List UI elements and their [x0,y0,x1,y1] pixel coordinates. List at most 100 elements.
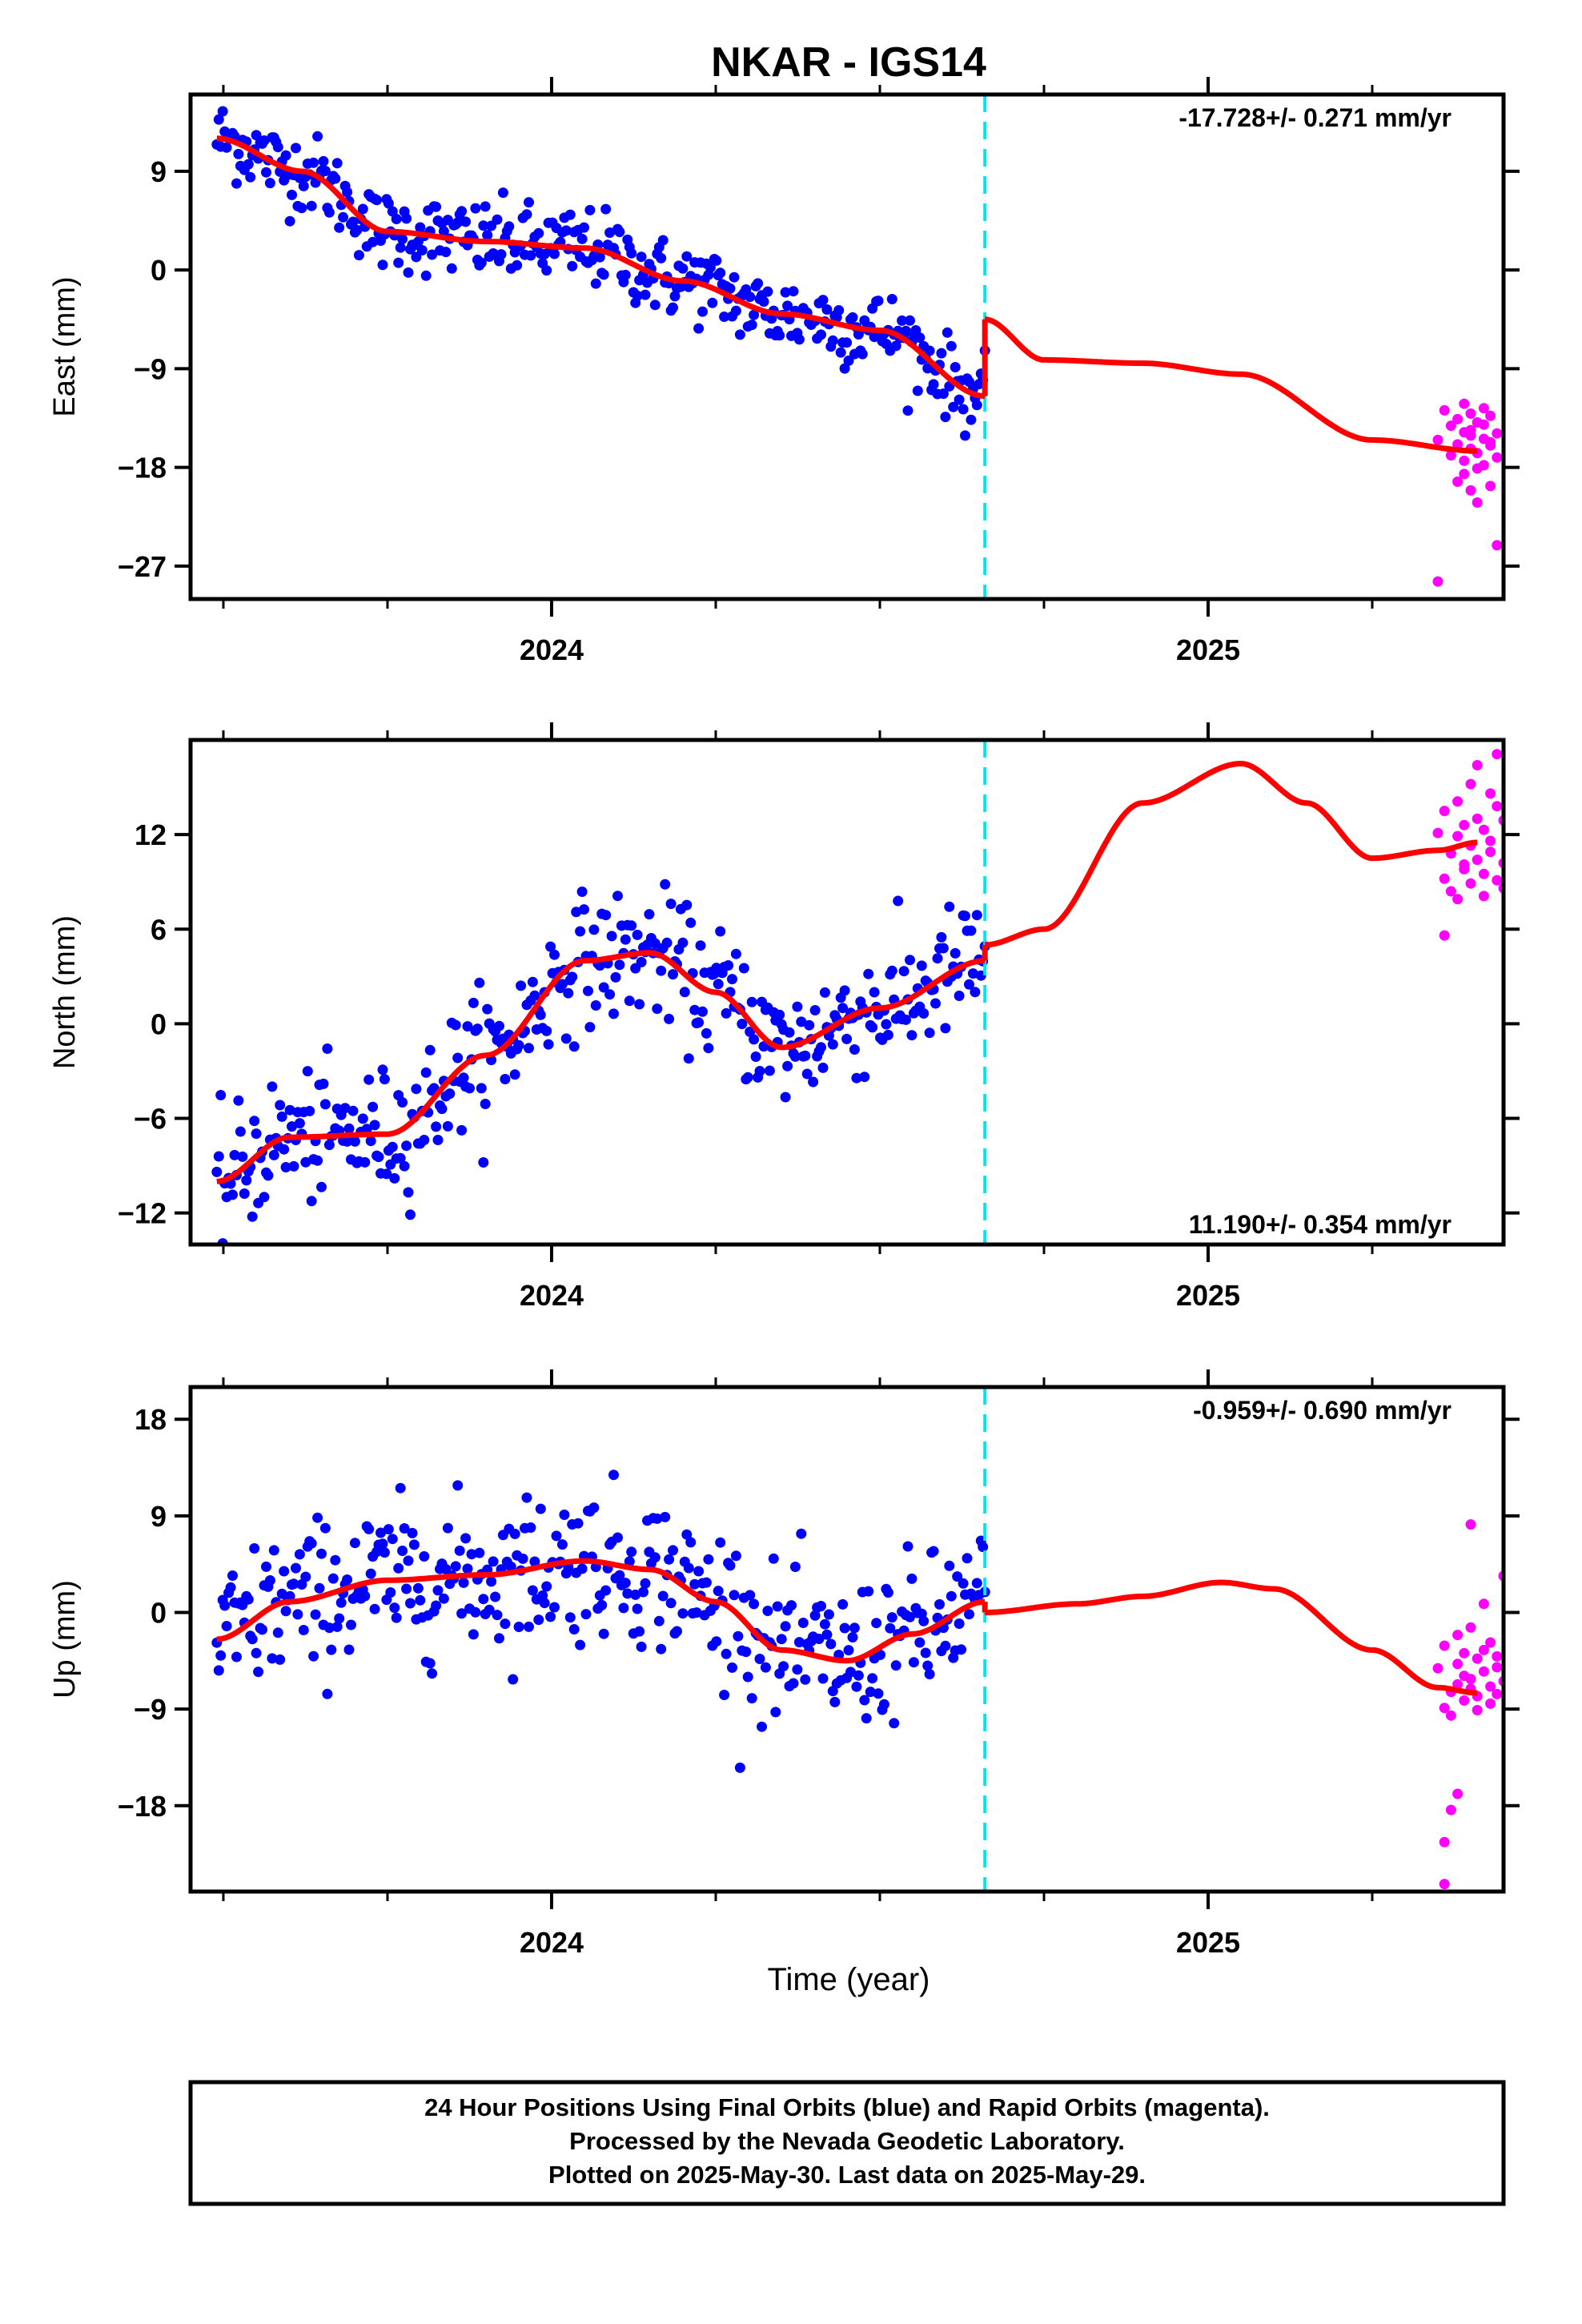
rapid-point [1492,452,1503,463]
final-point [683,1053,694,1064]
final-point [693,1017,705,1028]
final-point [600,1585,612,1596]
rapid-point [1478,403,1489,414]
final-point [300,1571,311,1582]
final-point [725,283,736,294]
final-point [294,1118,305,1129]
final-point [541,265,552,276]
rapid-point [1478,419,1489,430]
rapid-point [1485,788,1496,799]
final-point [590,1000,601,1011]
rapid-point [1472,497,1483,508]
final-point [316,1548,327,1559]
final-point [556,1539,568,1550]
rapid-point [1492,540,1503,551]
final-point [470,203,481,214]
final-point [217,106,228,117]
final-point [357,1113,368,1124]
final-point [630,1589,641,1600]
final-point [268,1149,279,1160]
rapid-point [1485,436,1496,448]
final-point [780,287,791,298]
final-point [334,222,345,233]
rapid-point [1485,1681,1496,1692]
final-point [431,1121,442,1132]
final-point [351,224,363,235]
final-point [219,1600,231,1611]
final-point [444,1088,456,1100]
final-point [235,1126,246,1137]
final-point [661,937,673,948]
final-point [420,1067,432,1078]
final-point [962,1553,973,1564]
final-point [545,941,556,952]
final-point [470,1606,481,1618]
final-point [416,245,428,255]
final-point [525,250,536,261]
final-point [524,1621,534,1632]
model-curve-segment-1 [216,135,986,400]
final-point [399,1523,410,1534]
final-point [886,965,897,976]
final-point [464,1083,475,1094]
final-point [851,1681,862,1692]
final-point [652,1003,663,1015]
model-curve-segment-2 [984,1579,1478,1696]
final-point [837,1598,849,1610]
rapid-point [1465,485,1476,496]
final-point [809,1005,821,1015]
final-point [395,242,406,253]
final-point [492,1610,503,1621]
final-point [478,1594,489,1605]
rapid-point [1492,1688,1503,1699]
final-point [411,1084,422,1095]
final-point [454,1545,465,1556]
rapid-point [1452,1788,1464,1799]
final-point [267,1653,278,1664]
final-point [837,1003,849,1014]
final-point [251,1128,262,1140]
final-point [640,289,651,300]
final-point [882,1029,893,1040]
final-point [632,929,643,940]
final-point [614,1570,625,1581]
final-point [713,1586,724,1597]
final-point [890,1660,901,1671]
final-point [865,1687,876,1698]
final-point [213,114,224,125]
rapid-point [1439,1640,1450,1651]
final-point [539,1598,550,1609]
final-point [936,348,947,359]
final-point [715,1537,726,1548]
plot-area-north [211,740,1504,1244]
y-tick-label: −12 [118,1197,167,1230]
final-point [940,1640,951,1651]
rapid-point [1492,1662,1503,1673]
final-point [600,203,612,215]
final-point [958,1578,969,1589]
final-point [556,979,568,990]
final-point [529,1556,540,1567]
final-point [715,267,726,279]
final-point [782,1060,793,1072]
final-point [620,1578,631,1589]
final-point [584,204,596,215]
final-point [600,910,612,921]
rapid-point [1478,824,1489,835]
final-point [405,1209,416,1220]
final-point [861,1713,872,1724]
final-point [729,1590,740,1601]
y-tick-label: 9 [151,1500,167,1533]
final-point [745,292,756,303]
final-point [885,1622,896,1634]
final-point [478,220,489,231]
rapid-point [1439,930,1450,941]
final-point [780,1621,791,1632]
final-point [843,1645,854,1656]
final-point [319,1099,331,1110]
final-point [308,1651,319,1662]
final-point [954,1618,965,1629]
final-point [970,987,981,998]
final-point [512,259,523,271]
final-point [279,1144,290,1155]
